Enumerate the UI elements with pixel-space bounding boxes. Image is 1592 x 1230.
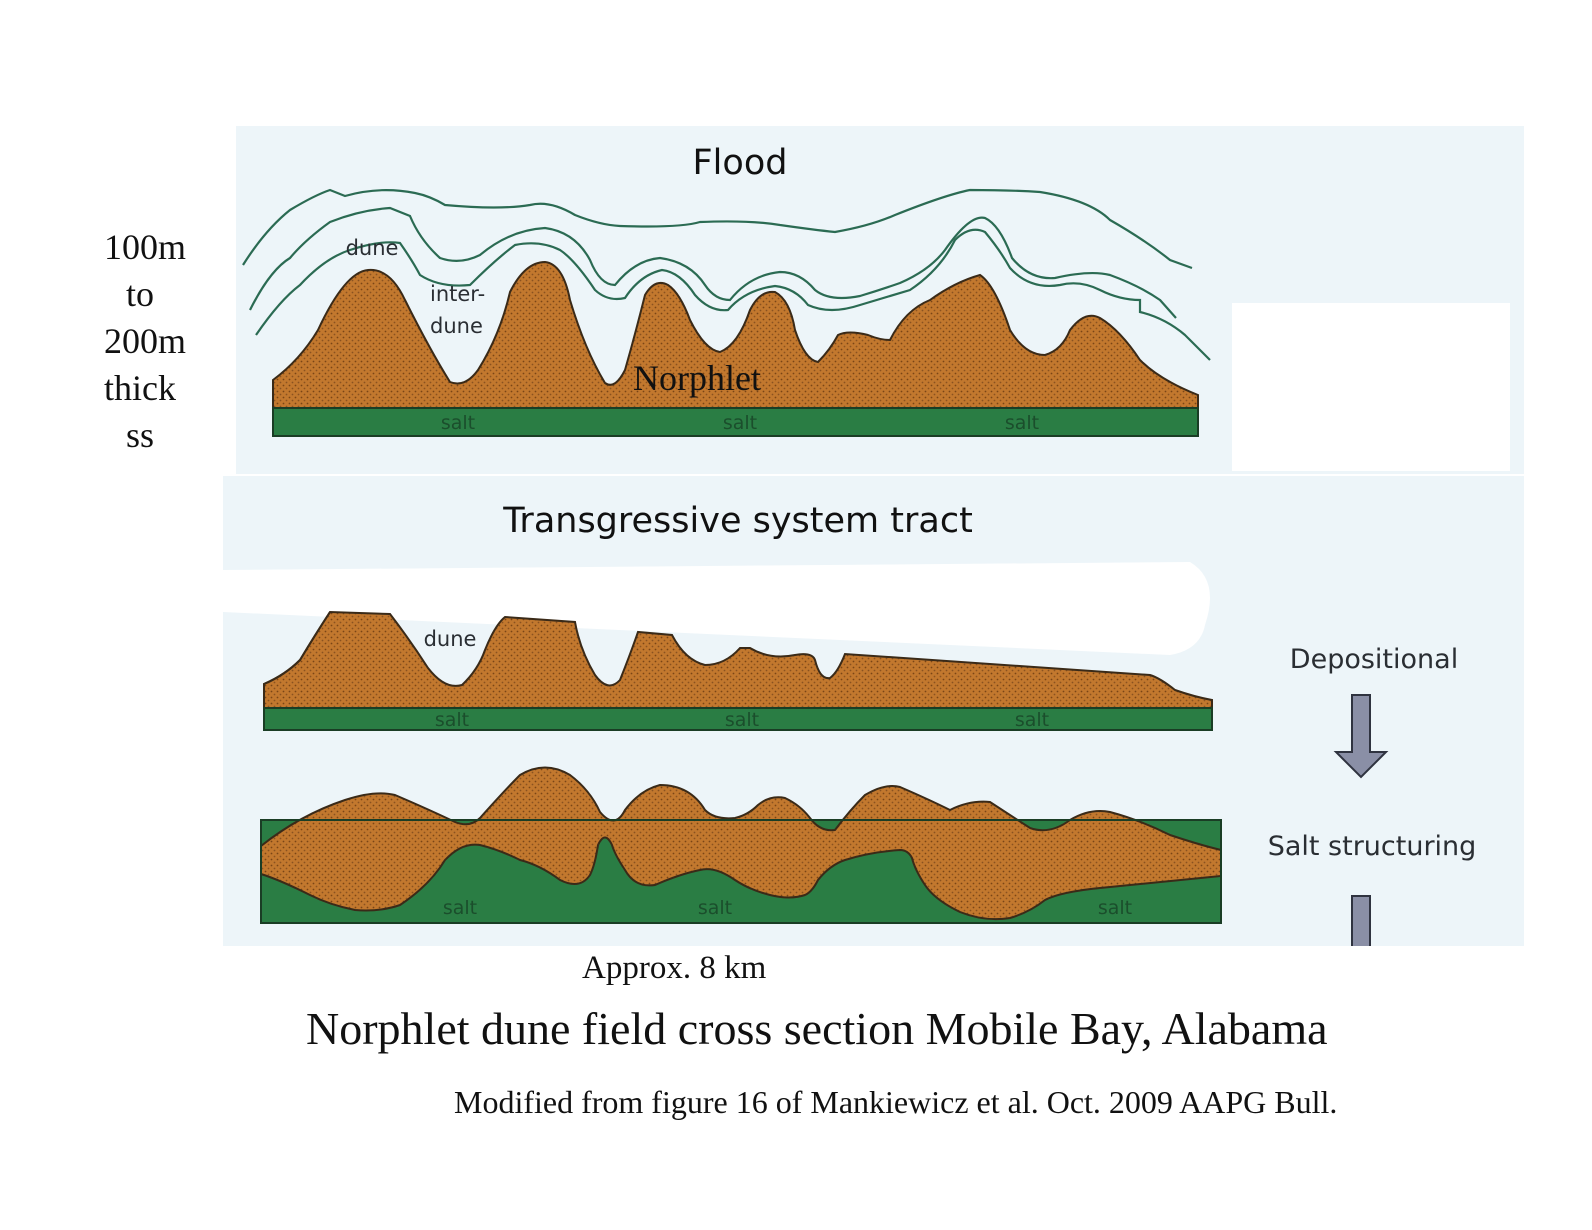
down-arrow-icon: [1333, 694, 1389, 779]
dune-label: dune: [346, 236, 399, 260]
lower-dune-label: dune: [424, 627, 477, 651]
norphlet-label: Norphlet: [633, 358, 761, 398]
thickness-line-3: 200m: [104, 321, 187, 361]
flood-lines: [242, 188, 1211, 361]
salt-structuring-label: Salt structuring: [1268, 831, 1477, 862]
interdune-label-line1: inter-: [430, 282, 485, 306]
thickness-label: 100m to 200m thick ss: [104, 224, 214, 459]
transgressive-title: Transgressive system tract: [502, 501, 973, 541]
upper-salt-layer: [272, 407, 1199, 437]
flood-line-1: [242, 188, 1193, 270]
bottom-dune-sand: [260, 766, 1222, 921]
upper-dune-sand: [272, 260, 1199, 409]
thickness-line-4: thick: [104, 368, 176, 408]
salt-label-middle-1: salt: [435, 709, 469, 731]
salt-label-upper-2: salt: [723, 412, 757, 434]
flood-title: Flood: [693, 143, 788, 183]
salt-label-middle-3: salt: [1015, 709, 1049, 731]
salt-label-bottom-3: salt: [1098, 897, 1132, 919]
middle-dune-sand: [263, 610, 1213, 709]
salt-label-upper-1: salt: [441, 412, 475, 434]
figure-title: Norphlet dune field cross section Mobile…: [306, 1003, 1328, 1054]
source-citation: Modified from figure 16 of Mankiewicz et…: [454, 1084, 1338, 1120]
arrow-stem-icon: [1351, 895, 1371, 946]
interdune-label-line2: dune: [430, 314, 483, 338]
depositional-label: Depositional: [1290, 644, 1458, 675]
middle-salt-layer: [263, 707, 1213, 731]
salt-label-bottom-1: salt: [443, 897, 477, 919]
thickness-line-1: 100m: [104, 227, 187, 267]
lower-panel-white-patch: [223, 562, 1210, 655]
thickness-line-5: ss: [126, 415, 155, 455]
scale-label: Approx. 8 km: [582, 950, 767, 986]
bottom-section-frame: [260, 819, 1222, 924]
thickness-line-2: to: [126, 274, 155, 314]
middle-dune-edge: [263, 611, 331, 708]
salt-label-middle-2: salt: [725, 709, 759, 731]
flood-line-2: [249, 206, 1177, 319]
salt-label-upper-3: salt: [1005, 412, 1039, 434]
upper-panel-white-patch: [1232, 303, 1510, 471]
flood-line-3: [255, 228, 1211, 361]
salt-label-bottom-2: salt: [698, 897, 732, 919]
